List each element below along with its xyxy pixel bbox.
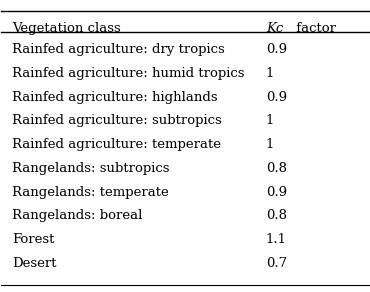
Text: Rangelands: subtropics: Rangelands: subtropics bbox=[13, 162, 170, 175]
Text: Rainfed agriculture: temperate: Rainfed agriculture: temperate bbox=[13, 138, 221, 151]
Text: Forest: Forest bbox=[13, 233, 55, 246]
Text: 0.8: 0.8 bbox=[266, 162, 287, 175]
Text: 0.8: 0.8 bbox=[266, 209, 287, 222]
Text: 0.9: 0.9 bbox=[266, 91, 287, 104]
Text: Rainfed agriculture: subtropics: Rainfed agriculture: subtropics bbox=[13, 114, 222, 128]
Text: 1: 1 bbox=[266, 67, 274, 80]
Text: Desert: Desert bbox=[13, 257, 57, 270]
Text: Rangelands: temperate: Rangelands: temperate bbox=[13, 186, 169, 199]
Text: Kc: Kc bbox=[266, 22, 283, 35]
Text: 1: 1 bbox=[266, 114, 274, 128]
Text: 1: 1 bbox=[266, 138, 274, 151]
Text: 1.1: 1.1 bbox=[266, 233, 287, 246]
Text: Vegetation class: Vegetation class bbox=[13, 22, 121, 35]
Text: Rainfed agriculture: dry tropics: Rainfed agriculture: dry tropics bbox=[13, 43, 225, 56]
Text: Rangelands: boreal: Rangelands: boreal bbox=[13, 209, 143, 222]
Text: factor: factor bbox=[292, 22, 336, 35]
Text: 0.9: 0.9 bbox=[266, 43, 287, 56]
Text: Rainfed agriculture: humid tropics: Rainfed agriculture: humid tropics bbox=[13, 67, 245, 80]
Text: 0.9: 0.9 bbox=[266, 186, 287, 199]
Text: Rainfed agriculture: highlands: Rainfed agriculture: highlands bbox=[13, 91, 218, 104]
Text: 0.7: 0.7 bbox=[266, 257, 287, 270]
